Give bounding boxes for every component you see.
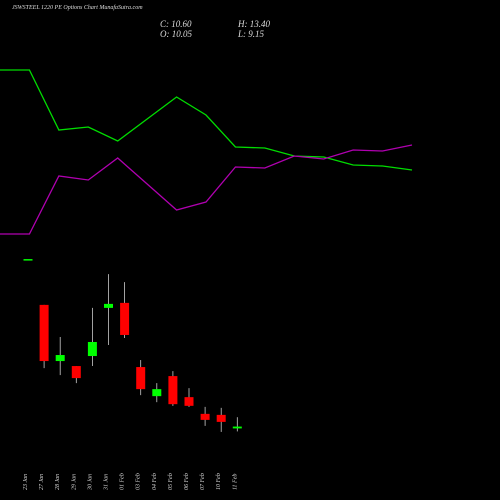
candle-body bbox=[87, 341, 97, 357]
candle-body bbox=[136, 367, 146, 390]
x-tick-label: 11 Feb bbox=[232, 474, 238, 490]
candle-body bbox=[216, 414, 226, 422]
candle-body bbox=[168, 376, 178, 405]
candle-body bbox=[120, 302, 130, 335]
candle-body bbox=[23, 259, 33, 261]
close-label: C: 10.60 bbox=[160, 19, 192, 29]
candle-body bbox=[55, 355, 65, 362]
x-tick-label: 31 Jan bbox=[104, 474, 110, 491]
x-tick-label: 29 Jan bbox=[71, 474, 77, 490]
low-label: L: 9.15 bbox=[237, 29, 265, 39]
x-tick-label: 23 Jan bbox=[23, 474, 29, 490]
candle-body bbox=[39, 304, 49, 362]
candle-body bbox=[152, 389, 162, 397]
high-label: H: 13.40 bbox=[237, 19, 270, 29]
x-tick-label: 06 Feb bbox=[184, 473, 190, 490]
candle-body bbox=[232, 426, 242, 429]
x-tick-label: 05 Feb bbox=[168, 473, 174, 490]
x-tick-label: 07 Feb bbox=[200, 473, 206, 490]
chart-title: JSWSTEEL 1220 PE Options Chart MunafaSut… bbox=[12, 4, 143, 11]
x-tick-label: 10 Feb bbox=[216, 473, 222, 490]
candle-body bbox=[104, 303, 113, 308]
x-tick-label: 04 Feb bbox=[151, 473, 158, 490]
x-tick-label: 28 Jan bbox=[55, 474, 61, 490]
x-tick-label: 27 Jan bbox=[39, 474, 45, 490]
x-tick-label: 30 Jan bbox=[87, 474, 93, 491]
indicator-line bbox=[0, 144, 413, 235]
candle-body bbox=[184, 397, 194, 406]
x-tick-label: 03 Feb bbox=[136, 473, 142, 490]
candle-body bbox=[71, 366, 81, 379]
x-tick-label: 01 Feb bbox=[120, 473, 126, 490]
indicator-line bbox=[0, 69, 413, 171]
open-label: O: 10.05 bbox=[160, 29, 192, 39]
candle-body bbox=[200, 413, 210, 420]
